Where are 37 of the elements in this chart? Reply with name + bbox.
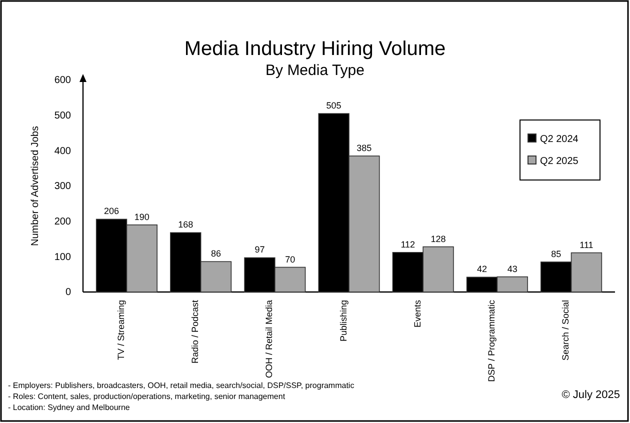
data-label: 85 <box>551 248 562 259</box>
y-tick-label: 100 <box>54 252 72 263</box>
data-label: 97 <box>254 244 265 255</box>
x-tick-label: Publishing <box>338 300 348 342</box>
data-label: 86 <box>210 248 222 259</box>
data-label: 43 <box>507 264 518 274</box>
chart-title: Media Industry Hiring Volume <box>184 38 446 60</box>
text: - Roles: Content, sales, production/operations, marketing, senior management <box>8 392 286 401</box>
x-tick-label: Radio / Podcast <box>190 300 200 364</box>
y-tick-label: 400 <box>54 146 72 157</box>
chart-subtitle: By Media Type <box>266 62 364 79</box>
data-label: 70 <box>285 254 296 264</box>
text: © July 2025 <box>562 389 620 401</box>
data-label: 112 <box>400 239 416 250</box>
data-label: 385 <box>356 142 372 153</box>
y-tick-label: 300 <box>54 181 72 192</box>
y-axis-title: Number of Advertised Jobs <box>30 126 41 246</box>
legend-label: Q2 2025 <box>540 156 579 167</box>
data-label: 42 <box>476 264 488 274</box>
y-tick-label: 600 <box>54 75 72 86</box>
data-label: 111 <box>580 240 594 250</box>
data-label: 168 <box>178 220 194 230</box>
x-tick-label: OOH / Retail Media <box>264 300 274 378</box>
y-tick-label: 200 <box>54 216 72 228</box>
text: - Location: Sydney and Melbourne <box>8 403 130 412</box>
x-tick-label: TV / Streaming <box>116 300 126 360</box>
text: - Employers: Publishers, broadcasters, OOH, retail media, search/social, DSP/SSP, programmatic <box>8 381 354 390</box>
x-tick-label: DSP / Programmatic <box>486 300 496 382</box>
x-tick-label: Search / Social <box>560 300 571 361</box>
data-label: 206 <box>104 206 120 216</box>
data-label: 505 <box>326 100 342 111</box>
legend-label: Q2 2024 <box>540 134 579 145</box>
data-label: 128 <box>430 234 446 244</box>
y-tick-label: 500 <box>54 110 72 122</box>
x-tick-label: Events <box>412 300 422 328</box>
data-label: 190 <box>134 212 150 222</box>
y-tick-label: 0 <box>65 287 72 298</box>
